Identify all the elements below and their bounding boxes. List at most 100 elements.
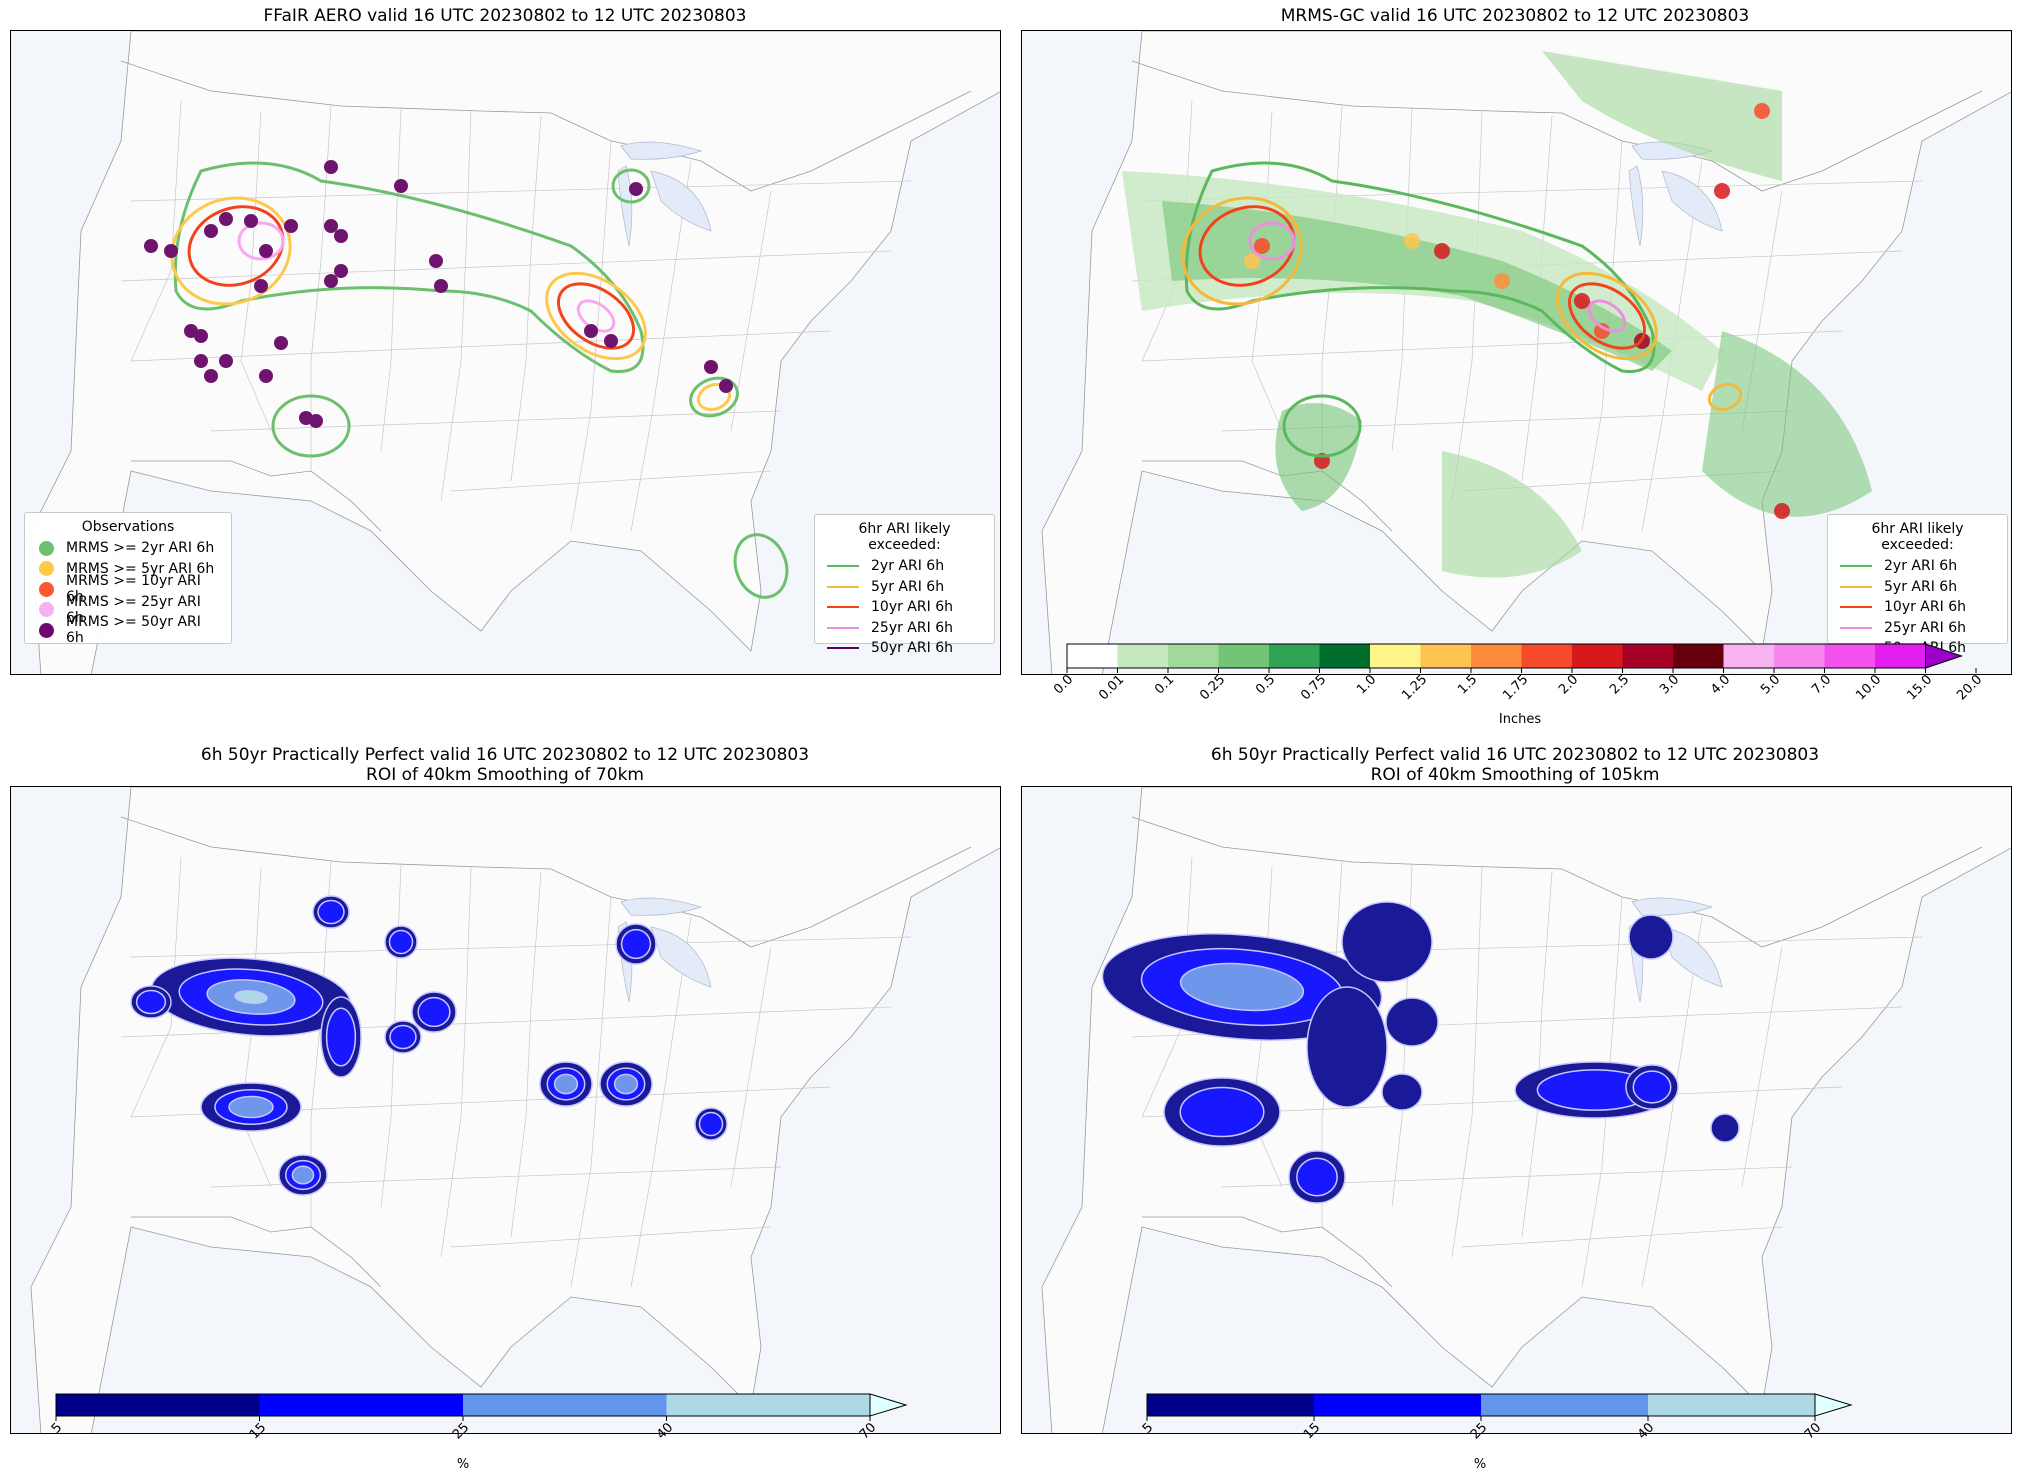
panel2-title: MRMS-GC valid 16 UTC 20230802 to 12 UTC … [1280, 6, 1750, 26]
colorbar-segment [1875, 644, 1926, 668]
probability-contour [1341, 901, 1433, 983]
ari-10yr-contour [1568, 282, 1646, 350]
state-border [630, 160, 692, 532]
ari-5yr-contour [1181, 196, 1303, 306]
observation-marker [324, 219, 338, 233]
legend-item-label: 5yr ARI 6h [1884, 578, 1958, 595]
observation-marker [204, 224, 218, 238]
probability-contour [1179, 1086, 1265, 1138]
observation-marker [254, 279, 268, 293]
precip-hotspot [1244, 253, 1260, 269]
observation-marker [219, 354, 233, 368]
legend-item-label: 50yr ARI 6h [871, 640, 953, 657]
precip-area [1542, 51, 1782, 181]
observation-marker [719, 379, 733, 393]
legend-line-icon [1840, 565, 1872, 568]
ari-10yr-contour [187, 205, 285, 287]
ari-5yr-contour [1707, 382, 1743, 412]
precip-hotspot [1754, 103, 1770, 119]
legend-marker-icon [39, 602, 54, 618]
probability-contour [325, 1007, 357, 1067]
state-border [1521, 871, 1553, 1238]
probability-contour [1381, 1073, 1423, 1111]
great-lakes [1661, 170, 1723, 232]
legend-line-icon [827, 647, 859, 650]
state-border [130, 180, 912, 202]
observation-marker [324, 274, 338, 288]
colorbar-segment [1370, 644, 1421, 668]
mexico-border [131, 1216, 382, 1288]
colorbar-extension [1814, 1393, 1853, 1417]
colorbar-segment [1471, 644, 1522, 668]
legend-item-label: 25yr ARI 6h [1884, 619, 1966, 636]
observation-marker [604, 334, 618, 348]
legend-line-icon [827, 585, 859, 588]
colorbar-extension [1925, 643, 1964, 669]
colorbar-segment [1147, 1394, 1314, 1416]
observations-legend-item: MRMS >= 5yr ARI 6h [35, 559, 221, 580]
ari-10yr-contour [1198, 205, 1296, 287]
great-lakes [620, 897, 703, 916]
legend-item-label: 2yr ARI 6h [1884, 558, 1958, 575]
legend-marker-icon [39, 561, 54, 577]
state-border [120, 250, 892, 282]
precip-hotspot [1714, 183, 1730, 199]
precip-hotspot [1434, 243, 1450, 259]
state-border [240, 110, 272, 432]
observation-marker [219, 212, 233, 226]
great-lakes [650, 926, 712, 988]
ari-legend-item: 5yr ARI 6h [1838, 577, 1997, 598]
colorbar-segment [1481, 1394, 1648, 1416]
precip-area [1162, 201, 1672, 371]
ari-legend-item: 2yr ARI 6h [825, 556, 984, 577]
observation-marker [584, 324, 598, 338]
map-panel-pp-105km [1021, 786, 2012, 1434]
land-shape [30, 31, 1000, 674]
colorbar-segment [1824, 644, 1875, 668]
precip-area [1702, 331, 1872, 517]
precip-colorbar [1066, 643, 1977, 673]
state-border [630, 916, 692, 1288]
probability-contour [698, 1111, 724, 1137]
observation-marker [629, 182, 643, 196]
observation-marker [704, 360, 718, 374]
colorbar-outline [1066, 643, 1926, 669]
mexico-border [131, 460, 382, 532]
state-border [1391, 108, 1413, 452]
legend-item-label: 10yr ARI 6h [1884, 599, 1966, 616]
probability-contour [291, 1165, 315, 1185]
colorbar-segment [1774, 644, 1825, 668]
state-border [1741, 946, 1783, 1188]
colorbar-segment [259, 1394, 463, 1416]
legend-line-icon [1840, 585, 1872, 588]
state-border [510, 115, 542, 482]
observations-legend-item: MRMS >= 25yr ARI 6h [35, 594, 221, 626]
colorbar-segment [1673, 644, 1724, 668]
precip-hotspot [1574, 293, 1590, 309]
great-lakes [1661, 926, 1723, 988]
observation-marker [394, 179, 408, 193]
colorbar-segment [1521, 644, 1572, 668]
ari-legend-item: 2yr ARI 6h [1838, 556, 1997, 577]
legend-item-label: 25yr ARI 6h [871, 619, 953, 636]
percent-colorbar-map3-label: % [456, 1457, 470, 1472]
ari-legend-item: 50yr ARI 6h [825, 638, 984, 659]
probability-contour [234, 990, 268, 1004]
observations-legend-item: MRMS >= 50yr ARI 6h [35, 614, 221, 646]
state-border [730, 946, 772, 1188]
probability-contour [1632, 1070, 1672, 1104]
ari-legend-item: 5yr ARI 6h [825, 577, 984, 598]
state-border [130, 100, 182, 362]
colorbar-segment [1420, 644, 1471, 668]
precip-colorbar-label: Inches [1498, 712, 1542, 727]
ari-legend-map2: 6hr ARI likely exceeded: 2yr ARI 6h 5yr A… [1827, 514, 2008, 656]
ari-legend-item: 10yr ARI 6h [825, 597, 984, 618]
probability-contour [1296, 1157, 1338, 1197]
observations-legend: Observations MRMS >= 2yr ARI 6h MRMS >= 5… [24, 512, 232, 646]
probability-contour [1710, 1113, 1740, 1143]
state-border [450, 1226, 772, 1248]
state-border [1641, 916, 1703, 1288]
observations-legend-title: Observations [81, 519, 175, 535]
state-border [440, 110, 472, 502]
map-panel-pp-70km [10, 786, 1001, 1434]
